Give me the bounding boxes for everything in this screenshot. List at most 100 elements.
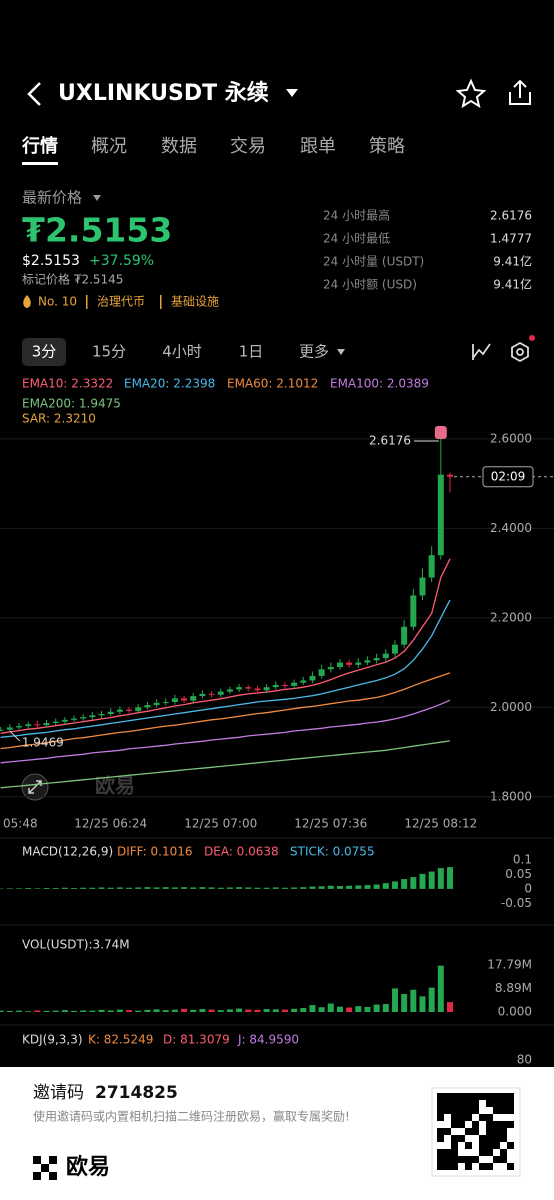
interval-tab[interactable]: 更多: [299, 343, 329, 361]
interval-tab[interactable]: 1日: [239, 343, 264, 361]
qr-cell: [444, 1128, 451, 1135]
macd-bar: [144, 887, 151, 889]
settings-icon[interactable]: [516, 348, 524, 356]
candle-body: [16, 726, 23, 728]
back-button[interactable]: [27, 82, 41, 106]
volume-bar: [126, 1010, 133, 1012]
candle-body: [171, 698, 178, 702]
qr-cell: [500, 1149, 507, 1156]
share-icon[interactable]: [513, 79, 527, 98]
settings-button[interactable]: [511, 341, 529, 363]
candle-body: [34, 724, 41, 726]
qr-cell: [465, 1107, 472, 1114]
volume-bar: [373, 1004, 380, 1012]
legend-entry: EMA100: 2.0389: [330, 377, 429, 391]
macd-bar: [391, 881, 398, 889]
badge: [529, 335, 535, 341]
volume-bar: [89, 1010, 96, 1012]
macd-bar: [190, 887, 197, 889]
qr-cell: [493, 1093, 500, 1100]
macd-bar: [61, 887, 68, 889]
logo-square: [49, 1172, 57, 1180]
qr-cell: [437, 1093, 444, 1100]
expand-button[interactable]: [21, 773, 49, 801]
legend-entry: SAR: 2.3210: [22, 412, 96, 426]
volume-bar: [318, 1007, 325, 1012]
candle-body: [346, 662, 353, 665]
volume-bar: [300, 1008, 307, 1012]
symbol-title[interactable]: UXLINKUSDT 永续: [58, 80, 269, 106]
candle-body: [144, 705, 151, 708]
qr-cell: [486, 1163, 493, 1170]
macd-bar: [382, 883, 389, 889]
qr-cell: [451, 1093, 458, 1100]
qr-cell: [437, 1100, 444, 1107]
countdown: 02:09: [491, 469, 526, 483]
macd-bar: [263, 887, 270, 889]
interval-tab[interactable]: 3分: [32, 343, 57, 361]
candle-body: [272, 684, 279, 688]
tag[interactable]: 基础设施: [171, 295, 219, 309]
qr-cell: [493, 1156, 500, 1163]
rank[interactable]: No. 10: [38, 295, 77, 309]
legend-entry: EMA60: 2.1012: [227, 377, 318, 391]
invite-code: 2714825: [95, 1083, 178, 1103]
qr-cell: [451, 1107, 458, 1114]
indicator-icon[interactable]: [472, 343, 491, 360]
qr-cell: [493, 1107, 500, 1114]
logo-square: [33, 1172, 41, 1180]
tab[interactable]: 跟单: [300, 136, 336, 157]
qr-cell: [451, 1114, 458, 1121]
sell-marker: [434, 425, 447, 439]
price-dropdown[interactable]: [93, 195, 101, 201]
tab[interactable]: 交易: [230, 136, 266, 157]
favorite-button[interactable]: [455, 78, 487, 109]
settings-icon[interactable]: [511, 341, 529, 363]
qr-cell: [472, 1156, 479, 1163]
tab[interactable]: 数据: [161, 136, 197, 157]
kdj-title: KDJ(9,3,3): [22, 1033, 83, 1047]
share-button[interactable]: [509, 79, 531, 105]
volume-bar: [437, 965, 444, 1012]
tab[interactable]: 策略: [369, 136, 405, 157]
y-tick-label: 2.6000: [490, 431, 532, 445]
candle-body: [181, 698, 188, 701]
qr-cell: [486, 1114, 493, 1121]
macd-bar: [52, 888, 59, 889]
countdown-box: [482, 466, 534, 488]
macd-bar: [236, 887, 243, 889]
interval-tab[interactable]: 4小时: [162, 343, 202, 361]
share-icon[interactable]: [509, 92, 531, 105]
candle-body: [245, 687, 252, 689]
qr-cell: [507, 1093, 514, 1100]
volume-bar: [153, 1009, 160, 1012]
qr-cell: [472, 1093, 479, 1100]
macd-bar: [181, 887, 188, 889]
qr-cell: [486, 1100, 493, 1107]
candle-body: [437, 474, 444, 556]
volume-bar: [428, 987, 435, 1012]
low-pointer: [9, 730, 21, 742]
more-dropdown[interactable]: [337, 349, 345, 355]
volume-bar: [107, 1010, 114, 1012]
interval-tab[interactable]: 15分: [92, 343, 126, 361]
ema-line: [0, 699, 451, 764]
candle-body: [107, 711, 114, 715]
volume-bar: [43, 1010, 50, 1012]
volume-bar: [226, 1009, 233, 1012]
qr-cell: [493, 1135, 500, 1142]
tag[interactable]: 治理代币: [97, 295, 145, 309]
symbol-dropdown[interactable]: [286, 89, 298, 97]
volume-bar: [80, 1010, 87, 1012]
candle-body: [447, 474, 453, 477]
tab[interactable]: 概况: [91, 136, 127, 157]
qr-cell: [444, 1163, 451, 1170]
indicator-button[interactable]: [472, 343, 491, 360]
qr-cell: [493, 1142, 500, 1149]
qr-cell: [465, 1163, 472, 1170]
tab[interactable]: 行情: [21, 135, 58, 157]
macd-tick-label: -0.05: [501, 896, 532, 910]
macd-bar: [43, 888, 50, 889]
macd-bar: [272, 887, 279, 889]
qr-cell: [444, 1093, 451, 1100]
